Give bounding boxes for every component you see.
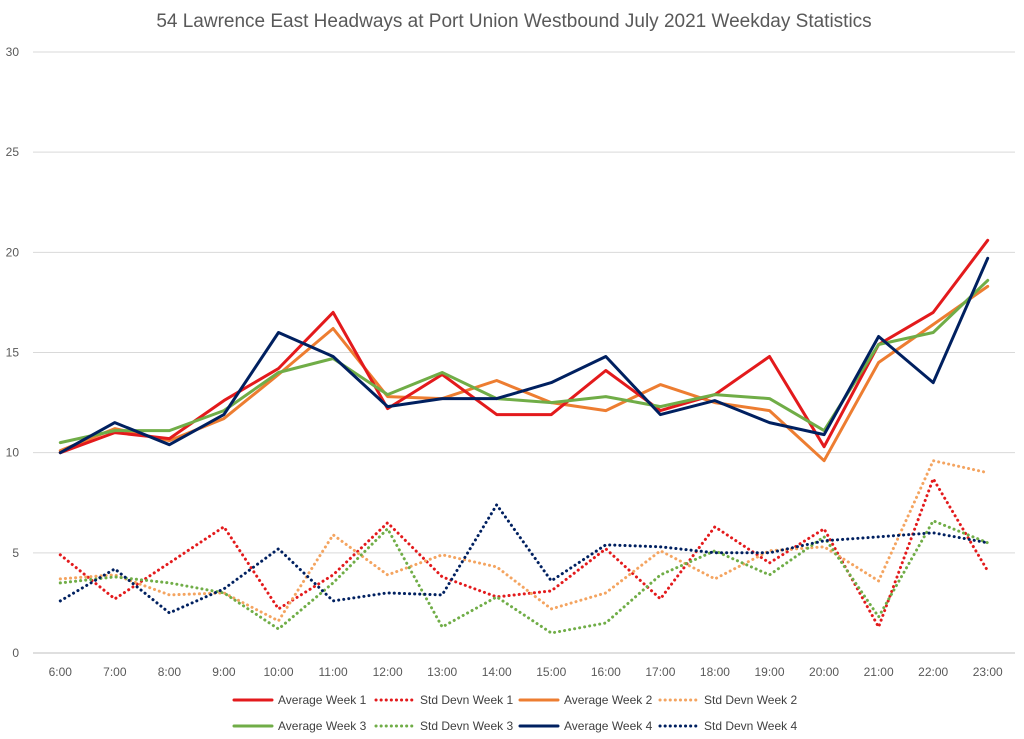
x-tick-label: 6:00	[49, 665, 73, 679]
legend-item-average-week-4: Average Week 4	[518, 719, 653, 733]
legend-item-average-week-2: Average Week 2	[518, 693, 653, 707]
y-tick-label: 10	[6, 446, 20, 460]
y-axis: 0 5 10 15 20 25 30	[6, 45, 20, 660]
legend-item-std-devn-week-1: Std Devn Week 1	[374, 693, 513, 707]
legend-label: Average Week 4	[564, 719, 653, 733]
chart-title: 54 Lawrence East Headways at Port Union …	[156, 11, 871, 32]
gridlines	[33, 51, 1015, 554]
legend-item-std-devn-week-2: Std Devn Week 2	[658, 693, 797, 707]
x-tick-label: 7:00	[103, 665, 127, 679]
legend-label: Std Devn Week 4	[704, 719, 797, 733]
x-tick-label: 19:00	[754, 665, 784, 679]
y-tick-label: 15	[6, 346, 20, 360]
legend-label: Average Week 1	[278, 693, 367, 707]
x-tick-label: 18:00	[700, 665, 730, 679]
x-tick-label: 16:00	[591, 665, 621, 679]
y-tick-label: 20	[6, 245, 20, 259]
x-tick-label: 13:00	[427, 665, 457, 679]
x-tick-label: 17:00	[645, 665, 675, 679]
x-tick-label: 14:00	[482, 665, 512, 679]
x-tick-label: 10:00	[263, 665, 293, 679]
x-tick-label: 9:00	[212, 665, 236, 679]
y-tick-label: 5	[12, 546, 19, 560]
x-tick-label: 12:00	[373, 665, 403, 679]
x-tick-label: 8:00	[158, 665, 182, 679]
legend-label: Average Week 2	[564, 693, 653, 707]
legend-item-std-devn-week-4: Std Devn Week 4	[658, 719, 797, 733]
legend-item-std-devn-week-3: Std Devn Week 3	[374, 719, 513, 733]
x-tick-label: 21:00	[864, 665, 894, 679]
series-line-average-week-2	[58, 284, 990, 463]
legend-item-average-week-1: Average Week 1	[232, 693, 367, 707]
legend-item-average-week-3: Average Week 3	[232, 719, 367, 733]
legend-label: Average Week 3	[278, 719, 367, 733]
legend-label: Std Devn Week 1	[420, 693, 513, 707]
x-tick-label: 15:00	[536, 665, 566, 679]
x-tick-label: 23:00	[973, 665, 1003, 679]
series-line-std-devn-week-4	[58, 503, 990, 615]
series-line-average-week-4	[58, 256, 990, 455]
legend-label: Std Devn Week 3	[420, 719, 513, 733]
series-line-std-devn-week-1	[58, 477, 990, 629]
y-tick-label: 25	[6, 145, 20, 159]
series-line-average-week-1	[58, 238, 990, 455]
series-line-std-devn-week-3	[58, 519, 990, 635]
x-tick-label: 11:00	[318, 665, 347, 679]
x-axis: 6:00 7:00 8:00 9:00 10:00 11:00 12:00 13:00 14:0…	[33, 652, 1015, 679]
x-tick-label: 20:00	[809, 665, 839, 679]
series-layer	[58, 238, 990, 635]
x-tick-label: 22:00	[918, 665, 948, 679]
y-tick-label: 0	[12, 646, 19, 660]
legend-label: Std Devn Week 2	[704, 693, 797, 707]
legend: Average Week 1 Std Devn Week 1 Average Wee…	[232, 693, 797, 733]
y-tick-label: 30	[6, 45, 20, 59]
